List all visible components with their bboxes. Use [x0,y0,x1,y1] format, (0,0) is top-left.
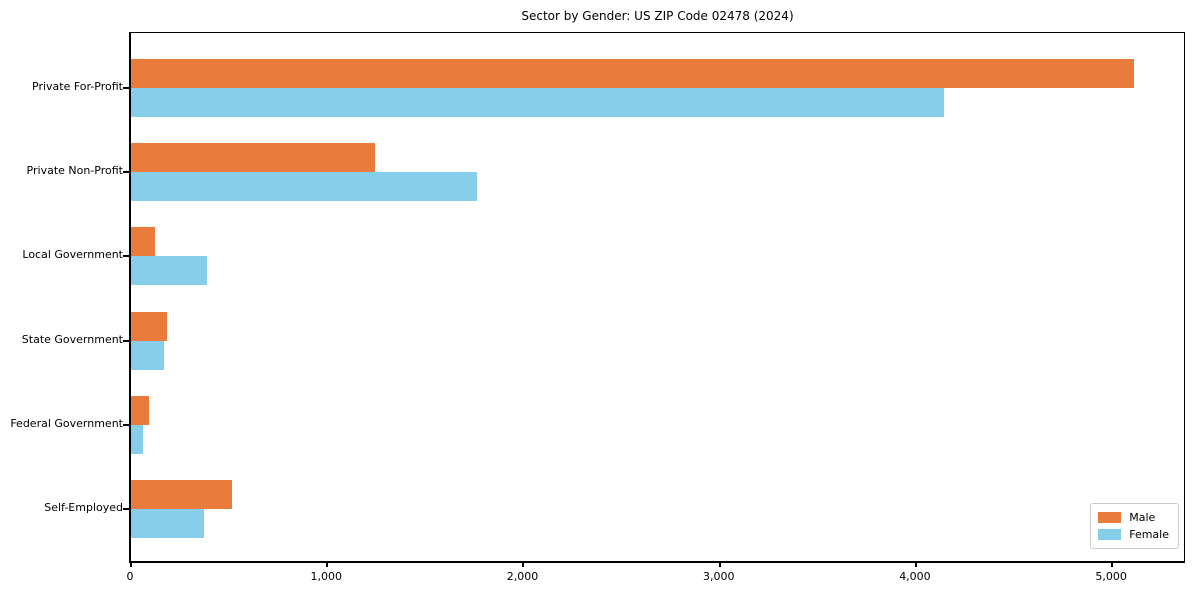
y-tick-1 [123,171,129,174]
y-axis-labels: Private For-Profit Private Non-Profit Loca… [0,32,123,563]
y-label-1: Private Non-Profit [26,164,123,178]
legend-item-male: Male [1098,509,1169,526]
y-label-2: Local Government [22,248,123,262]
x-tick-4 [914,561,917,567]
x-tick-3 [718,561,721,567]
y-label-4: Federal Government [10,416,123,430]
bar-female-0 [131,88,945,117]
y-label-0: Private For-Profit [32,80,123,93]
x-tick-0 [130,561,132,567]
y-tick-4 [123,423,129,426]
legend-swatch-male [1098,512,1122,523]
x-label-2: 2,000 [506,570,539,583]
x-label-5: 5,000 [1095,570,1127,583]
y-label-5: Self-Employed [44,501,123,514]
y-tick-0 [123,87,129,89]
legend-label-female: Female [1129,528,1169,541]
bar-female-2 [131,256,207,286]
bar-female-5 [131,509,204,538]
x-tick-5 [1111,561,1114,567]
bar-male-4 [131,395,149,425]
chart-title: Sector by Gender: US ZIP Code 02478 (202… [521,9,794,23]
y-tick-2 [123,255,129,258]
bar-female-1 [131,172,478,202]
bar-male-5 [131,480,233,509]
x-tick-2 [522,561,525,567]
bar-female-4 [131,424,143,454]
bar-male-0 [131,59,1134,88]
bar-male-3 [131,311,168,341]
bar-male-2 [131,227,155,257]
x-label-3: 3,000 [702,570,735,583]
x-axis-labels: 0 1,000 2,000 3,000 4,000 5,000 [126,570,1185,586]
bar-female-3 [131,340,165,370]
y-label-3: State Government [21,332,123,346]
legend: Male Female [1090,503,1179,549]
x-label-1: 1,000 [310,570,342,583]
bar-male-1 [131,143,376,173]
legend-label-male: Male [1129,511,1156,524]
y-tick-5 [123,508,129,510]
legend-swatch-female [1098,529,1122,540]
x-tick-1 [326,561,329,567]
x-label-0: 0 [126,570,134,583]
x-label-4: 4,000 [899,570,931,583]
y-tick-3 [123,339,129,342]
plot-area: Male Female [123,32,1185,567]
legend-item-female: Female [1098,526,1169,543]
